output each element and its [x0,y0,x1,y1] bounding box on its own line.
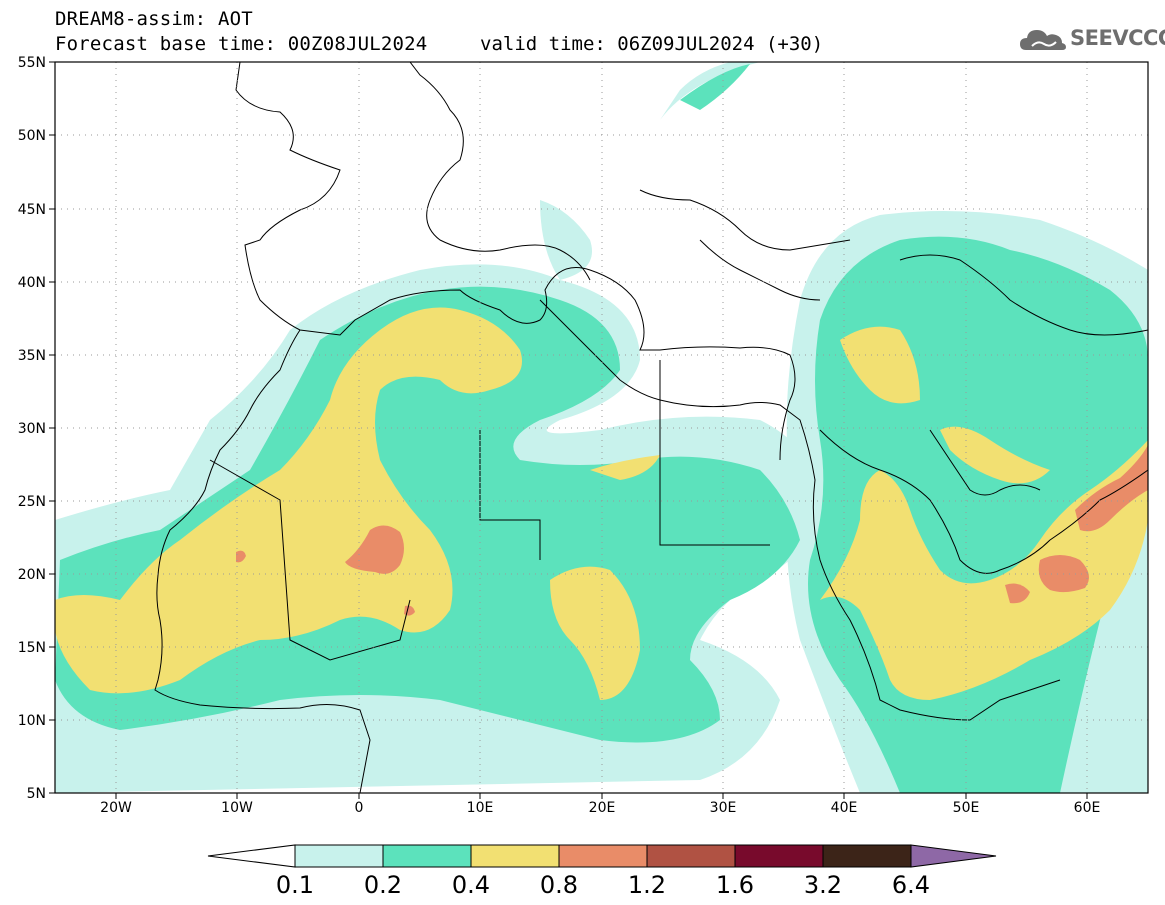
colorbar [207,844,997,868]
colorbar-swatch [294,844,384,868]
lon-label: 60E [1074,800,1101,816]
lat-label: 25N [18,494,46,510]
colorbar-swatch [558,844,648,868]
colorbar-swatch [734,844,824,868]
map-title: DREAM8-assim: AOT [55,8,253,30]
lon-label: 20E [589,800,616,816]
latitude-labels: 55N 50N 45N 40N 35N 30N 25N 20N 15N 10N … [18,55,46,802]
colorbar-label: 6.4 [892,871,930,899]
colorbar-swatch [382,844,472,868]
colorbar-swatch [470,844,560,868]
lon-label: 10E [467,800,494,816]
colorbar-low-arrow [207,844,296,868]
lat-label: 5N [27,786,46,802]
lat-label: 10N [18,713,46,729]
colorbar-label: 3.2 [804,871,842,899]
axis-ticks [49,61,1088,799]
lat-label: 20N [18,567,46,583]
colorbar-label: 1.2 [628,871,666,899]
longitude-labels: 20W 10W 0 10E 20E 30E 40E 50E 60E [100,800,1100,816]
colorbar-swatch [646,844,736,868]
forecast-base-time: Forecast base time: 00Z08JUL2024 [55,33,428,55]
cloud-logo-icon [1020,30,1066,50]
lat-label: 40N [18,275,46,291]
colorbar-label: 0.1 [276,871,314,899]
coastlines [154,62,1148,793]
graticule [55,62,1148,793]
lat-label: 15N [18,640,46,656]
colorbar-label: 1.6 [716,871,754,899]
lat-label: 30N [18,421,46,437]
logo-text: SEEVCCC [1070,26,1165,50]
lon-label: 40E [831,800,858,816]
colorbar-label: 0.4 [452,871,490,899]
aot-contour-fields [55,62,1148,793]
colorbar-label: 0.8 [540,871,578,899]
colorbar-high-arrow [910,844,997,868]
lat-label: 45N [18,202,46,218]
lat-label: 50N [18,128,46,144]
lon-label: 10W [221,800,253,816]
seevccc-logo: SEEVCCC [1018,24,1165,58]
lon-label: 0 [355,800,364,816]
aot-level-0-4 [55,307,1148,700]
lon-label: 30E [710,800,737,816]
valid-time: valid time: 06Z09JUL2024 (+30) [480,33,824,55]
lon-label: 20W [100,800,132,816]
colorbar-labels: 0.1 0.2 0.4 0.8 1.2 1.6 3.2 6.4 [276,871,930,899]
lon-label: 50E [953,800,980,816]
colorbar-swatch [822,844,912,868]
lat-label: 35N [18,348,46,364]
lat-label: 55N [18,55,46,71]
colorbar-label: 0.2 [364,871,402,899]
